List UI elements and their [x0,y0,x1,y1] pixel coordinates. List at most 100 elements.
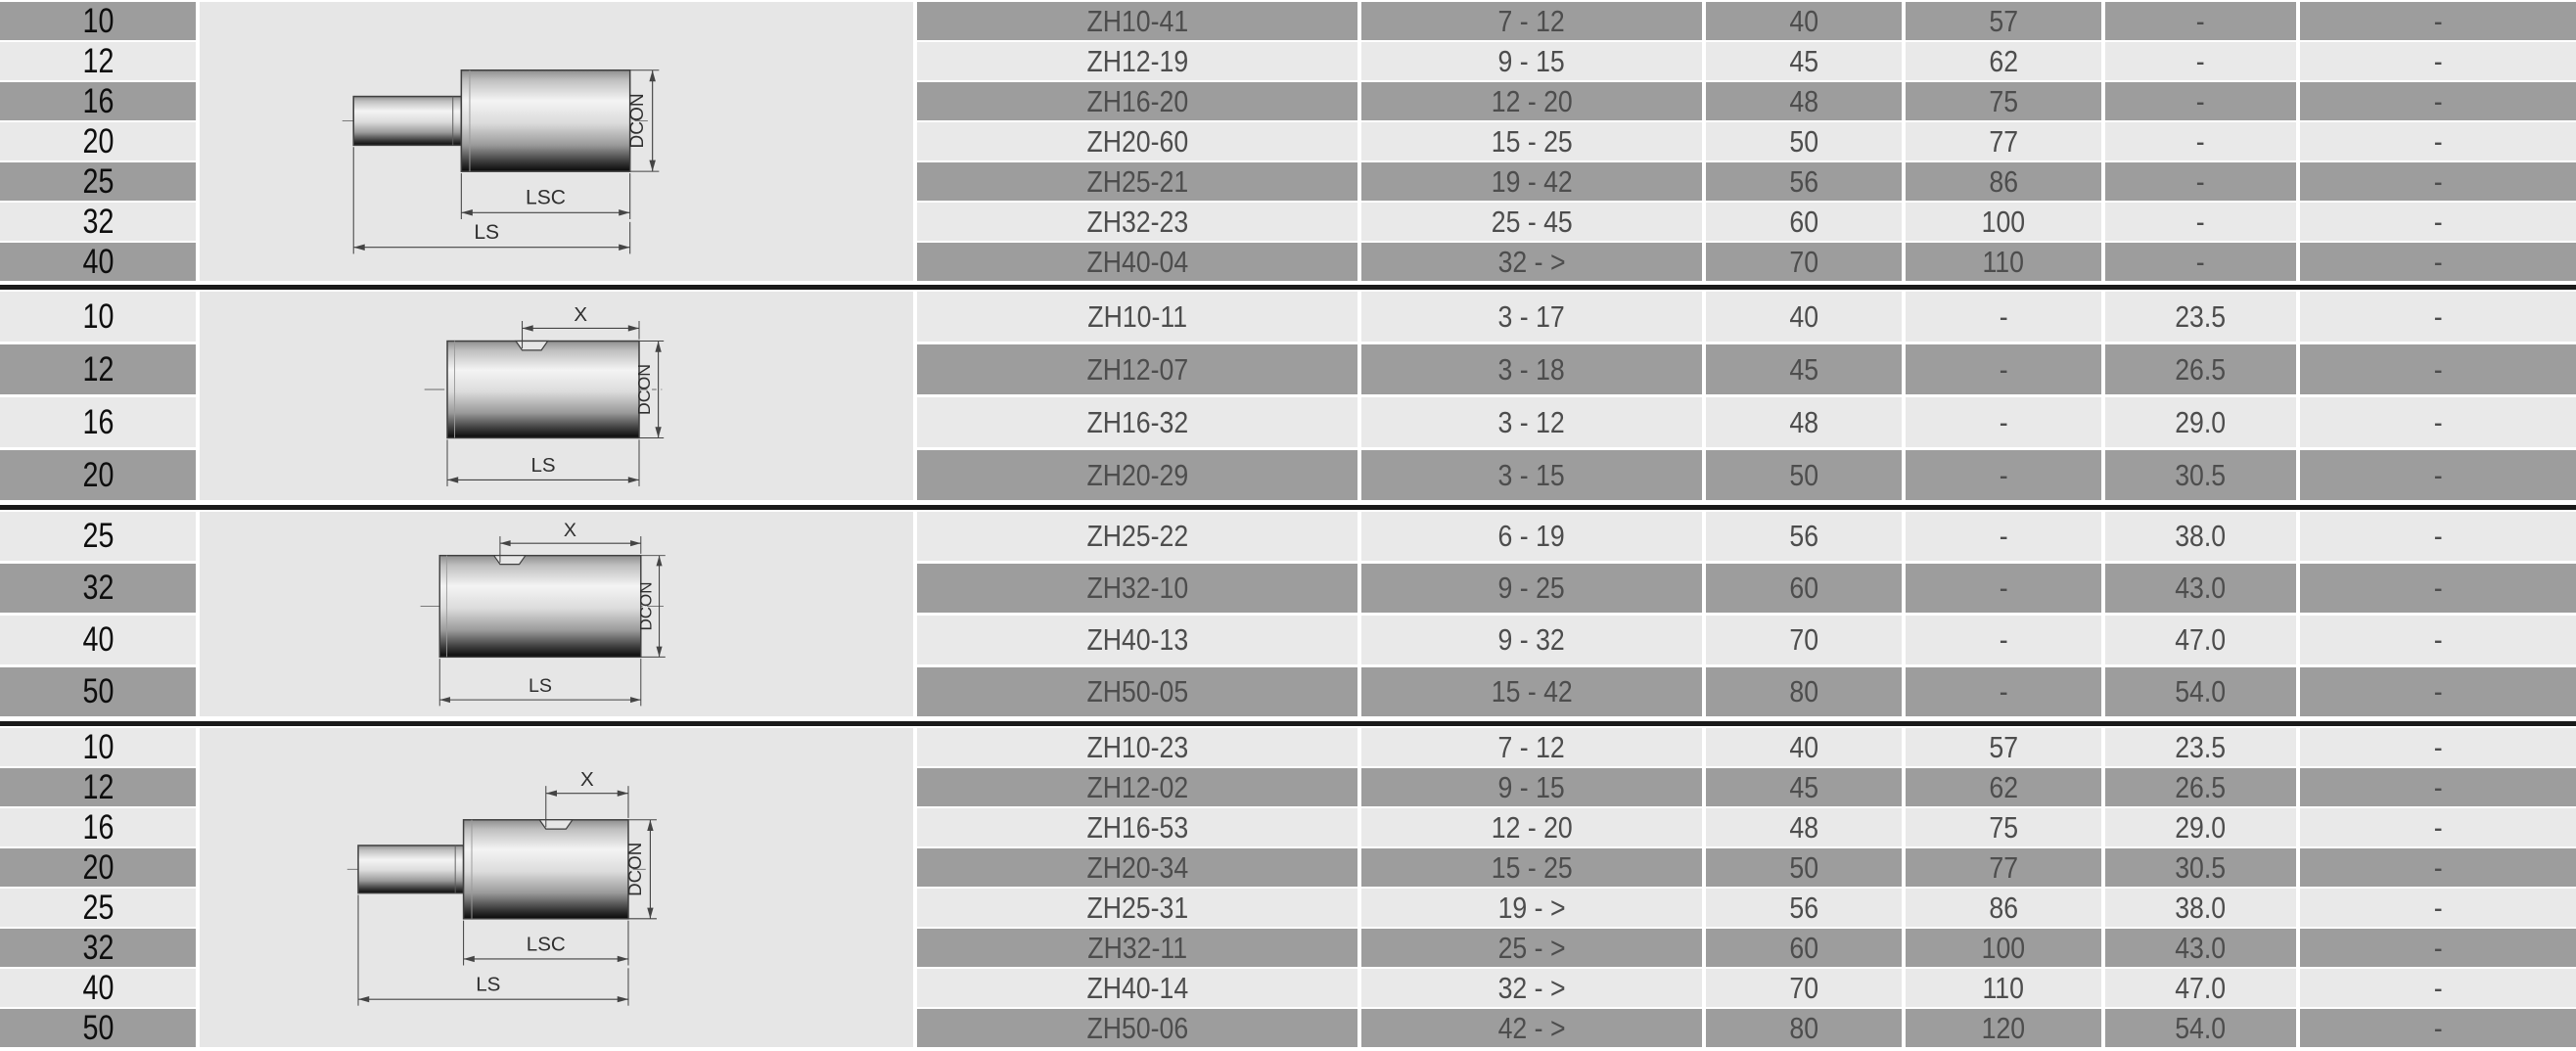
size-cell: 40 [0,969,196,1007]
size-cell: 32 [0,564,196,613]
dim1-value: 60 [1789,571,1818,605]
dim2-value: - [1999,404,2008,439]
size-cell: 32 [0,929,196,967]
dim4-value: - [2433,123,2443,159]
size-cell: 50 [0,667,196,716]
table-row: 50 ZH50-06 42 - > 80 120 54.0 - [0,1009,2576,1047]
drawing-spacer [200,82,913,120]
dim1-value: 50 [1789,123,1818,159]
table-row: 50 ZH50-05 15 - 42 80 - 54.0 - [0,667,2576,716]
dim4-value: - [2433,809,2443,845]
table-row: 16 ZH16-53 12 - 20 48 75 29.0 - [0,808,2576,846]
order-code: ZH40-13 [1086,622,1188,657]
range-cell: 25 - 45 [1361,203,1702,241]
table-row: 12 ZH12-02 9 - 15 45 62 26.5 - [0,768,2576,806]
size-cell: 20 [0,450,196,500]
dim1-cell: 45 [1706,344,1902,394]
drawing-spacer [200,243,913,281]
size-label: 12 [82,41,114,80]
dim-label-dcon: DCON [634,363,654,414]
dim3-cell: 38.0 [2105,512,2296,561]
section-divider [0,719,2576,728]
dim3-value: 26.5 [2175,351,2227,387]
size-cell: 50 [0,1009,196,1047]
size-cell: 16 [0,808,196,846]
dim4-cell: - [2300,82,2576,120]
dim2-value: 120 [1981,1010,2026,1045]
dim1-cell: 60 [1706,203,1902,241]
dim2-cell: 57 [1906,728,2101,766]
range-value: 3 - 18 [1497,351,1566,387]
dim-label-ls: LS [529,675,552,697]
dim3-cell: - [2105,2,2296,40]
size-cell: 12 [0,768,196,806]
dim3-value: 43.0 [2175,571,2227,605]
range-value: 32 - > [1497,970,1566,1005]
size-label: 16 [82,807,114,846]
dim2-cell: - [1906,397,2101,447]
range-value: 3 - 17 [1497,298,1566,334]
dim2-cell: 86 [1906,889,2101,927]
size-label: 40 [82,968,114,1007]
table-row: 16 ZH16-32 3 - 12 48 - 29.0 - [0,397,2576,447]
section-divider [0,283,2576,292]
dim4-value: - [2433,930,2443,965]
dim2-value: - [1999,674,2008,708]
dim4-cell: - [2300,397,2576,447]
drawing-spacer [200,1009,913,1047]
drawing-spacer [200,203,913,241]
dim4-cell: - [2300,667,2576,716]
order-code-cell: ZH40-14 [917,969,1357,1007]
drawing-panel-2: X DCON LS [200,292,913,500]
table-section-1: DCON LSC LS 10 ZH10-41 7 - 12 40 5 [0,2,2576,281]
dim1-cell: 48 [1706,397,1902,447]
dim3-cell: - [2105,122,2296,160]
dim3-cell: 26.5 [2105,768,2296,806]
dim1-value: 70 [1789,970,1818,1005]
table-row: 10 ZH10-23 7 - 12 40 57 23.5 - [0,728,2576,766]
table-row: 20 ZH20-34 15 - 25 50 77 30.5 - [0,848,2576,887]
dim3-value: 29.0 [2175,404,2227,439]
order-code-cell: ZH25-21 [917,162,1357,201]
dim-label-ls: LS [474,221,499,244]
dim3-cell: 30.5 [2105,848,2296,887]
dim1-value: 40 [1789,298,1818,334]
size-label: 12 [82,767,114,806]
dim1-cell: 60 [1706,564,1902,613]
dim4-cell: - [2300,616,2576,664]
table-section-4: X DCON LSC LS [0,728,2576,1047]
dim2-cell: - [1906,616,2101,664]
dim1-value: 45 [1789,43,1818,78]
dim4-cell: - [2300,512,2576,561]
drawing-panel-1: DCON LSC LS [200,2,913,281]
order-code-cell: ZH16-53 [917,808,1357,846]
size-label: 25 [82,888,114,927]
dim4-cell: - [2300,768,2576,806]
drawing-spacer [200,122,913,160]
drawing-stepped-cylinder: DCON LSC LS [342,69,659,253]
dim1-cell: 60 [1706,929,1902,967]
dim3-cell: - [2105,42,2296,80]
range-cell: 9 - 15 [1361,42,1702,80]
dim1-cell: 56 [1706,512,1902,561]
order-code-cell: ZH12-07 [917,344,1357,394]
dim1-cell: 70 [1706,969,1902,1007]
dim2-value: 110 [1982,244,2025,279]
range-cell: 19 - > [1361,889,1702,927]
range-value: 15 - 42 [1491,674,1573,708]
size-label: 32 [82,928,114,967]
dim4-value: - [2433,970,2443,1005]
dim4-cell: - [2300,1009,2576,1047]
dim4-cell: - [2300,450,2576,500]
dim4-value: - [2433,298,2443,334]
dim3-cell: - [2105,243,2296,281]
dim4-cell: - [2300,203,2576,241]
size-label: 12 [82,349,114,388]
dim2-cell: - [1906,512,2101,561]
dim4-cell: - [2300,344,2576,394]
dim1-cell: 70 [1706,616,1902,664]
dim4-value: - [2433,622,2443,657]
range-value: 7 - 12 [1497,3,1566,38]
table-row: 20 ZH20-29 3 - 15 50 - 30.5 - [0,450,2576,500]
dim3-value: - [2196,3,2205,38]
